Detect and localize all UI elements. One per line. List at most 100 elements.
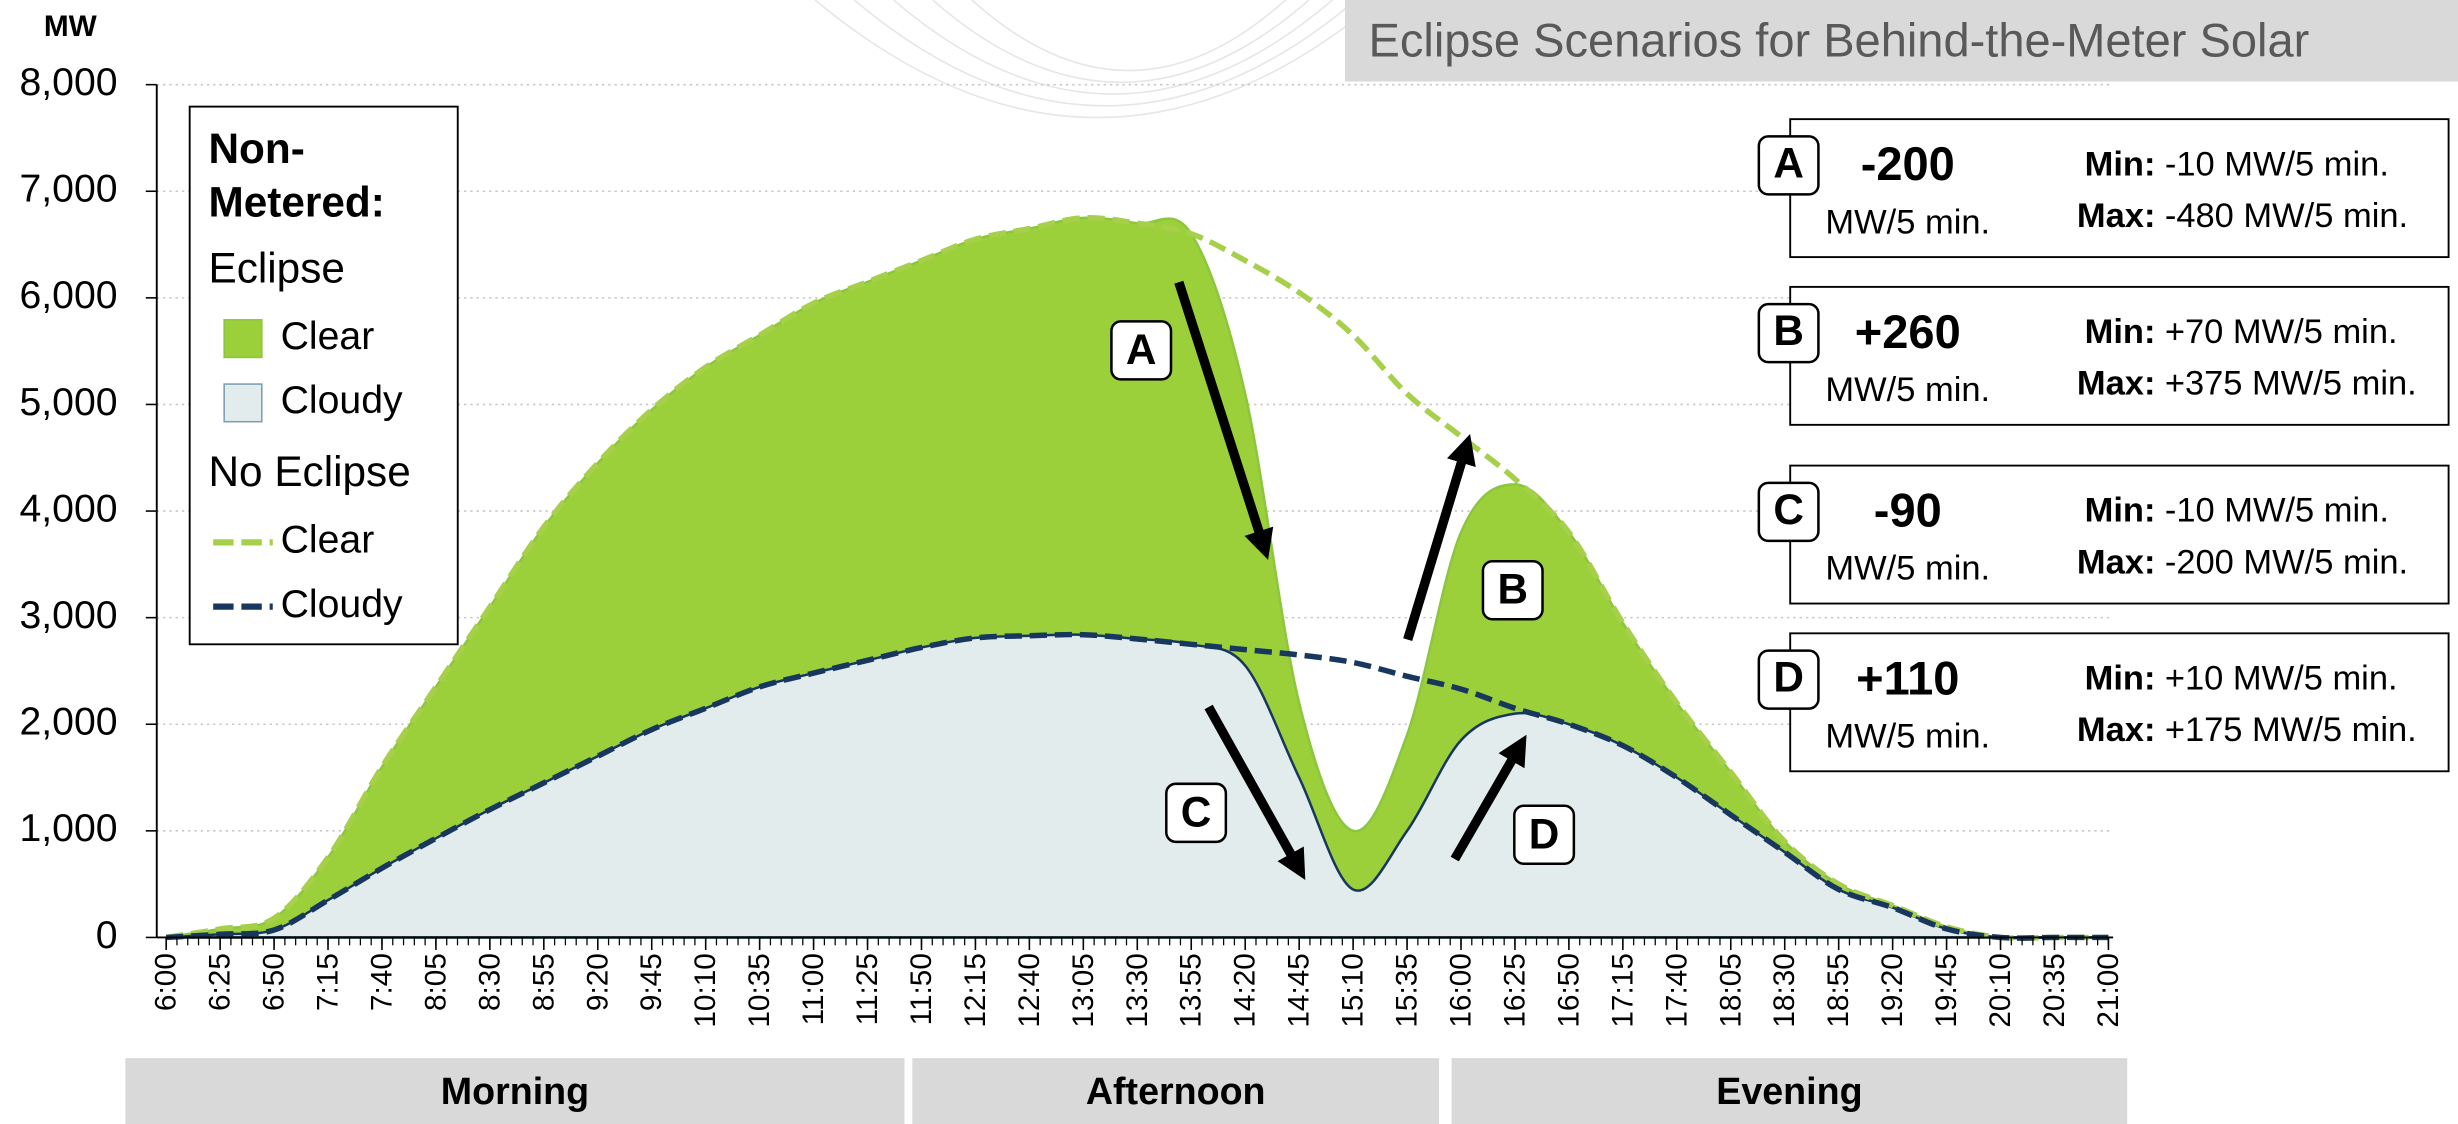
x-tick-label: 18:55: [1822, 953, 1855, 1027]
scenario-box: [1789, 118, 2450, 259]
scenario-max-label: Max:: [2077, 365, 2156, 403]
x-tick-label: 7:40: [365, 953, 398, 1011]
scenario-letter-box: [1757, 302, 1820, 364]
annotation-box: [1513, 804, 1576, 866]
annotation-arrow: [1174, 280, 1274, 560]
legend-group: No Eclipse: [208, 448, 410, 495]
y-tick-label: 7,000: [19, 168, 117, 211]
scenario-max-label: Max:: [2077, 197, 2156, 235]
scenario-max: +175 MW/5 min.: [2165, 711, 2417, 749]
x-tick-label: 18:30: [1768, 953, 1801, 1028]
y-tick-label: 6,000: [19, 274, 117, 317]
scenario-unit: MW/5 min.: [1825, 717, 1990, 755]
x-tick-label: 14:45: [1283, 953, 1316, 1028]
annotation-box: [1165, 782, 1228, 844]
axes: 0 1,000 2,000 3,000 4,000 5,000 6,000 7,000 8,00…: [19, 61, 2124, 1028]
legend-swatch: [223, 383, 263, 423]
scenario-letter-box: [1757, 649, 1820, 710]
scenario-min-label: Min:: [2085, 492, 2156, 530]
x-tick-label: 13:30: [1121, 953, 1154, 1028]
scenario-min-label: Min:: [2085, 313, 2156, 351]
scenario-letter: C: [1773, 486, 1804, 533]
scenario-min-label: Min:: [2085, 659, 2156, 697]
periods: Morning Afternoon Evening: [125, 1058, 2128, 1124]
x-tick-label: 18:05: [1714, 953, 1747, 1027]
x-tick-label: 9:45: [635, 953, 668, 1011]
dashed-line: [165, 215, 2109, 941]
scenario-max: +375 MW/5 min.: [2165, 365, 2417, 403]
legend-swatch: [223, 319, 263, 359]
scenario-letter-box: [1757, 135, 1820, 196]
period-label: Morning: [441, 1070, 589, 1112]
x-tick-label: 17:15: [1606, 953, 1639, 1028]
legend-group: Eclipse: [208, 244, 344, 291]
legend-label: Clear: [281, 315, 375, 358]
scenario-letter: A: [1773, 139, 1804, 186]
x-tick-label: 19:45: [1930, 953, 1963, 1027]
y-tick-label: 0: [96, 914, 118, 957]
scenario-box: [1789, 285, 2450, 426]
x-tick-label: 6:50: [258, 953, 291, 1011]
scenario-unit: MW/5 min.: [1825, 371, 1990, 409]
scenario-rate: +260: [1855, 305, 1961, 358]
scenario-unit: MW/5 min.: [1825, 550, 1990, 588]
x-tick-label: 20:10: [1984, 953, 2017, 1028]
x-tick-label: 13:05: [1067, 953, 1100, 1028]
annotation-label: A: [1126, 326, 1157, 373]
annotation-box: [1110, 320, 1173, 381]
legend-label: Cloudy: [281, 583, 403, 626]
x-tick-label: 15:35: [1391, 953, 1424, 1028]
x-tick-label: 16:50: [1552, 953, 1585, 1028]
x-tick-label: 16:25: [1498, 953, 1531, 1028]
x-tick-label: 8:55: [527, 953, 560, 1011]
x-tick-label: 9:20: [581, 953, 614, 1011]
scenario-letter-box: [1757, 481, 1820, 543]
period-band: [125, 1058, 905, 1124]
annotation-box: [1481, 559, 1544, 621]
period-band: [912, 1058, 1440, 1124]
scenario-letter: B: [1773, 307, 1804, 354]
scenario-min: +70 MW/5 min.: [2165, 313, 2398, 351]
scenario-max: -480 MW/5 min.: [2165, 197, 2408, 235]
x-tick-label: 14:20: [1229, 953, 1262, 1028]
annotation-arrow: [1204, 704, 1306, 881]
annotation-label: C: [1181, 788, 1212, 835]
scenario-min: -10 MW/5 min.: [2165, 145, 2389, 183]
y-tick-label: 8,000: [19, 61, 117, 104]
scenario-min-label: Min:: [2085, 145, 2156, 183]
scenario: D +110 MW/5 min. Min: +10 MW/5 min.Max: +175 …: [1757, 632, 2450, 773]
annotation-label: B: [1497, 566, 1528, 613]
x-tick-label: 10:35: [743, 953, 776, 1028]
x-tick-label: 8:05: [419, 953, 452, 1011]
scenario: A -200 MW/5 min. Min: -10 MW/5 min.Max: -480 …: [1757, 118, 2450, 259]
x-tick-label: 6:00: [150, 953, 183, 1011]
y-tick-label: 4,000: [19, 487, 117, 530]
x-tick-label: 11:50: [905, 953, 938, 1025]
annotation-label: D: [1529, 810, 1560, 857]
period-label: Afternoon: [1086, 1070, 1266, 1112]
x-tick-label: 13:55: [1175, 953, 1208, 1028]
legend-title-box: Non-Metered:: [208, 125, 384, 225]
y-tick-label: 1,000: [19, 807, 117, 850]
y-tick-label: 5,000: [19, 381, 117, 424]
legend-items: Eclipse No Eclipse Clear Cloudy Clear Cloudy: [208, 244, 410, 626]
x-tick-label: 7:15: [312, 953, 345, 1011]
period-band: [1451, 1058, 2128, 1124]
scenario-max-label: Max:: [2077, 543, 2156, 581]
scenario-min: -10 MW/5 min.: [2165, 492, 2389, 530]
y-tick-label: 3,000: [19, 594, 117, 637]
legend-box: [188, 105, 459, 646]
x-tick-label: 21:00: [2092, 953, 2125, 1028]
scenario-rate: +110: [1856, 651, 1959, 704]
scenario: C -90 MW/5 min. Min: -10 MW/5 min.Max: -200 M…: [1757, 464, 2450, 605]
x-tick-label: 19:20: [1876, 953, 1909, 1027]
legend: Non-Metered: Eclipse No Eclipse Clear Cloud…: [188, 105, 459, 646]
x-tick-label: 10:10: [689, 953, 722, 1028]
scenario-max-label: Max:: [2077, 711, 2156, 749]
scenario-letter: D: [1773, 654, 1804, 701]
legend-label: Clear: [281, 519, 375, 562]
annotation-arrow: [1403, 433, 1476, 641]
x-tick-label: 16:00: [1445, 953, 1478, 1028]
